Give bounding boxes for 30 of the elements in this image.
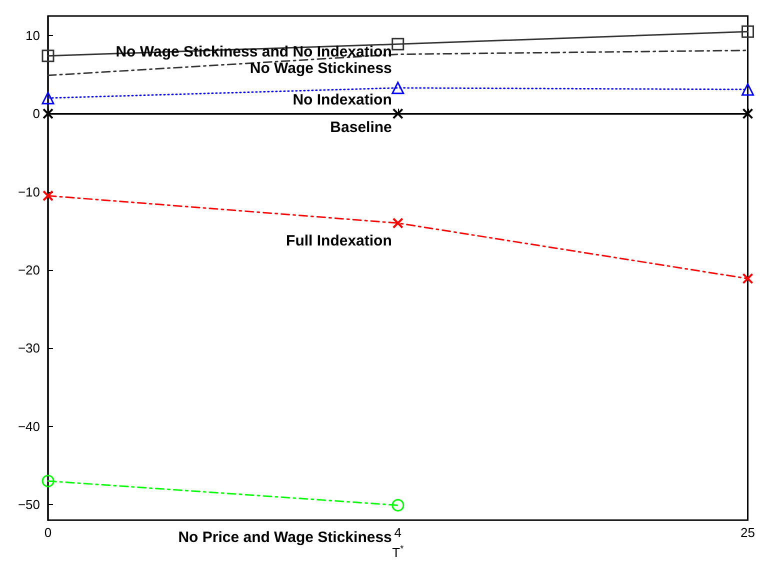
legend-label: Baseline bbox=[330, 119, 392, 136]
x-tick-label: 0 bbox=[44, 525, 52, 540]
point bbox=[42, 108, 54, 120]
y-tick-label: 10 bbox=[26, 28, 40, 44]
point bbox=[392, 218, 404, 229]
series-label: No Price and Wage Stickiness bbox=[178, 528, 392, 546]
y-tick-label: −30 bbox=[18, 340, 40, 356]
point bbox=[742, 273, 754, 284]
series-label: No Wage Stickiness bbox=[250, 60, 392, 77]
y-tick-label: 0 bbox=[32, 106, 40, 122]
point bbox=[42, 190, 54, 202]
point bbox=[742, 83, 754, 96]
x-tick-label: 4 bbox=[394, 525, 402, 540]
point bbox=[42, 474, 54, 488]
x-tick-label: 25 bbox=[740, 525, 756, 540]
point bbox=[392, 82, 404, 94]
series-label: Full Indexation bbox=[286, 232, 392, 250]
y-tick-label: −50 bbox=[18, 496, 40, 512]
point bbox=[742, 25, 754, 38]
point bbox=[42, 92, 54, 104]
point bbox=[392, 108, 404, 120]
y-tick-label: −10 bbox=[18, 184, 40, 200]
x-axis-title: T* bbox=[392, 544, 404, 560]
point bbox=[392, 499, 404, 512]
point bbox=[392, 38, 404, 50]
y-tick-label: −20 bbox=[18, 262, 40, 278]
y-tick-label: −40 bbox=[18, 418, 40, 434]
point bbox=[42, 50, 54, 62]
point bbox=[742, 108, 754, 120]
series-label: No Indexation bbox=[292, 91, 392, 108]
